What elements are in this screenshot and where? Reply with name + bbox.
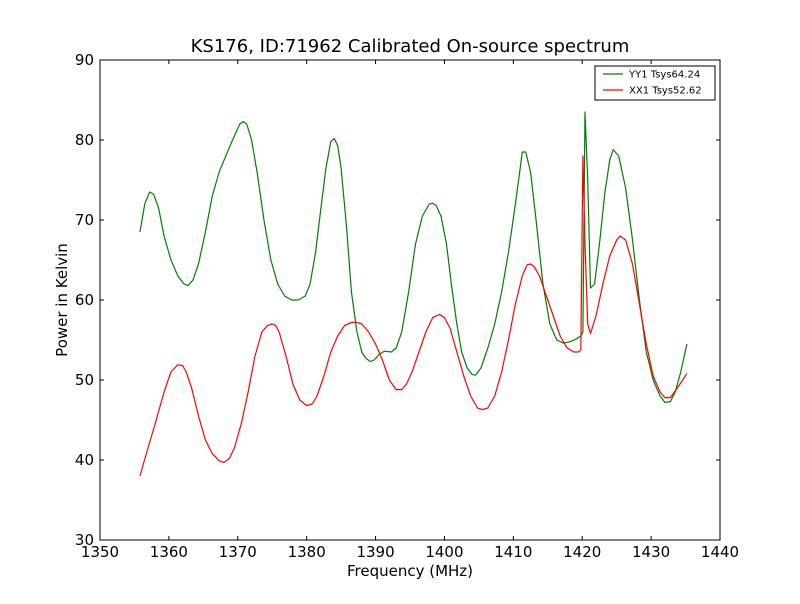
x-tick-label: 1440: [701, 543, 739, 561]
y-tick-label: 40: [75, 451, 94, 469]
plot-background: [100, 60, 720, 540]
x-tick-label: 1420: [563, 543, 601, 561]
y-tick-label: 70: [75, 211, 94, 229]
x-tick-label: 1370: [219, 543, 257, 561]
legend-label-xx1: XX1 Tsys52.62: [629, 86, 702, 97]
x-tick-label: 1350: [81, 543, 119, 561]
x-tick-label: 1390: [356, 543, 394, 561]
legend-label-yy1: YY1 Tsys64.24: [628, 70, 700, 81]
y-axis-label: Power in Kelvin: [53, 243, 71, 357]
series-line-yy1: [139, 111, 688, 403]
y-tick-label: 30: [75, 531, 94, 549]
y-tick-label: 60: [75, 291, 94, 309]
series-line-xx1: [139, 155, 688, 477]
legend: YY1 Tsys64.24 XX1 Tsys52.62: [594, 65, 716, 101]
y-tick-label: 80: [75, 131, 94, 149]
plot-area: [99, 59, 721, 541]
x-tick-label: 1410: [494, 543, 532, 561]
series-layer: [139, 111, 688, 477]
y-axis-ticks: 30 40 50 60 70 80 90: [75, 51, 720, 549]
x-axis-label: Frequency (MHz): [347, 562, 473, 580]
y-tick-label: 50: [75, 371, 94, 389]
chart-title: KS176, ID:71962 Calibrated On-source spe…: [191, 36, 630, 57]
x-axis-ticks: 1350 1360 1370 1380 1390 1400 1410 1420 1430 1440: [81, 60, 739, 561]
x-tick-label: 1360: [150, 543, 188, 561]
x-tick-label: 1380: [288, 543, 326, 561]
x-tick-label: 1400: [425, 543, 463, 561]
legend-box: [594, 65, 716, 101]
x-tick-label: 1430: [632, 543, 670, 561]
y-tick-label: 90: [75, 51, 94, 69]
